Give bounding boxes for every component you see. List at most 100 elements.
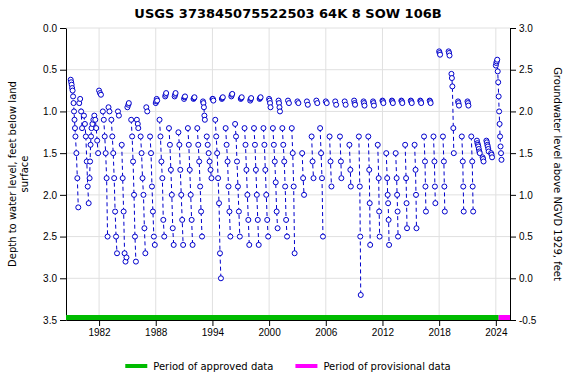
data-point	[173, 91, 178, 96]
data-point	[471, 209, 476, 214]
y-tick-label: 2.0	[43, 190, 57, 201]
data-point	[202, 117, 207, 122]
data-point	[239, 96, 244, 101]
data-point	[208, 167, 213, 172]
data-point	[449, 76, 454, 81]
data-point	[261, 126, 266, 131]
data-point	[107, 109, 112, 114]
data-point	[120, 176, 125, 181]
x-tick-label: 1988	[145, 327, 168, 338]
y-tick-label: 2.5	[43, 231, 57, 242]
data-point	[94, 126, 99, 131]
series-line	[71, 51, 502, 295]
data-point	[271, 142, 276, 147]
data-point	[159, 159, 164, 164]
y-tick-label: 3.0	[43, 273, 57, 284]
data-point	[356, 134, 361, 139]
data-point	[440, 134, 445, 139]
data-point	[187, 167, 192, 172]
data-point	[490, 155, 495, 160]
data-point	[192, 95, 197, 100]
data-point	[368, 242, 373, 247]
data-point	[280, 126, 285, 131]
y2-tick-mark	[510, 111, 516, 112]
data-point	[103, 151, 108, 156]
data-point	[339, 176, 344, 181]
data-point	[499, 151, 504, 156]
data-point	[148, 134, 153, 139]
x-tick-label: 2000	[258, 327, 281, 338]
y2-tick: 1.5	[510, 148, 533, 159]
data-point	[160, 176, 165, 181]
data-point	[167, 142, 172, 147]
data-point	[268, 105, 273, 110]
y-tick-label: 0.0	[43, 23, 57, 34]
data-point	[461, 209, 466, 214]
data-point	[252, 142, 257, 147]
data-point	[358, 234, 363, 239]
data-point	[200, 234, 205, 239]
data-point	[183, 94, 188, 99]
data-point	[461, 184, 466, 189]
data-point	[367, 201, 372, 206]
data-point	[213, 117, 218, 122]
y-grid-line	[66, 278, 510, 279]
y2-tick: -0.5	[510, 315, 537, 326]
data-point	[366, 134, 371, 139]
y2-tick-mark	[510, 153, 516, 154]
data-point	[179, 192, 184, 197]
data-point	[385, 192, 390, 197]
y2-tick-mark	[510, 237, 516, 238]
y-axis-title: Depth to water level, feet below landsur…	[7, 81, 30, 267]
data-point	[419, 101, 424, 106]
y-tick-label: 1.0	[43, 106, 57, 117]
data-point	[86, 201, 91, 206]
y-axis-line	[66, 29, 67, 321]
y-tick: 0.5	[43, 64, 66, 75]
data-point	[451, 126, 456, 131]
data-point	[377, 234, 382, 239]
data-point	[376, 176, 381, 181]
data-point	[243, 142, 248, 147]
data-point	[414, 192, 419, 197]
y2-tick-mark	[510, 195, 516, 196]
data-point	[239, 95, 244, 100]
x-tick: 2006	[315, 320, 338, 338]
data-point	[180, 217, 185, 222]
y-tick: 0.0	[43, 23, 66, 34]
y-tick: 1.0	[43, 106, 66, 117]
data-point	[142, 226, 147, 231]
x-tick: 2024	[485, 320, 508, 338]
x-tick-mark	[156, 320, 157, 326]
data-point	[119, 142, 124, 147]
data-point	[217, 201, 222, 206]
x-tick: 1994	[202, 320, 225, 338]
data-point	[76, 205, 81, 210]
data-point	[470, 184, 475, 189]
data-point	[289, 126, 294, 131]
data-point	[320, 234, 325, 239]
y2-tick: 2.0	[510, 106, 533, 117]
data-point	[188, 192, 193, 197]
x-tick: 2018	[429, 320, 452, 338]
data-point	[145, 109, 150, 114]
data-point	[233, 121, 238, 126]
x-tick-mark	[212, 320, 213, 326]
data-point	[404, 176, 409, 181]
data-point	[266, 234, 271, 239]
y-tick-mark	[60, 278, 66, 279]
legend-swatch	[295, 364, 317, 368]
data-point	[70, 88, 75, 93]
data-point	[460, 159, 465, 164]
data-point	[386, 217, 391, 222]
data-point	[466, 103, 471, 108]
legend-item: Period of approved data	[125, 361, 273, 372]
data-point	[82, 121, 87, 126]
data-point	[181, 242, 186, 247]
data-point	[168, 167, 173, 172]
data-point	[253, 167, 258, 172]
data-point	[275, 226, 280, 231]
data-point	[334, 102, 339, 107]
y-tick: 3.5	[43, 315, 66, 326]
data-point	[235, 184, 240, 189]
